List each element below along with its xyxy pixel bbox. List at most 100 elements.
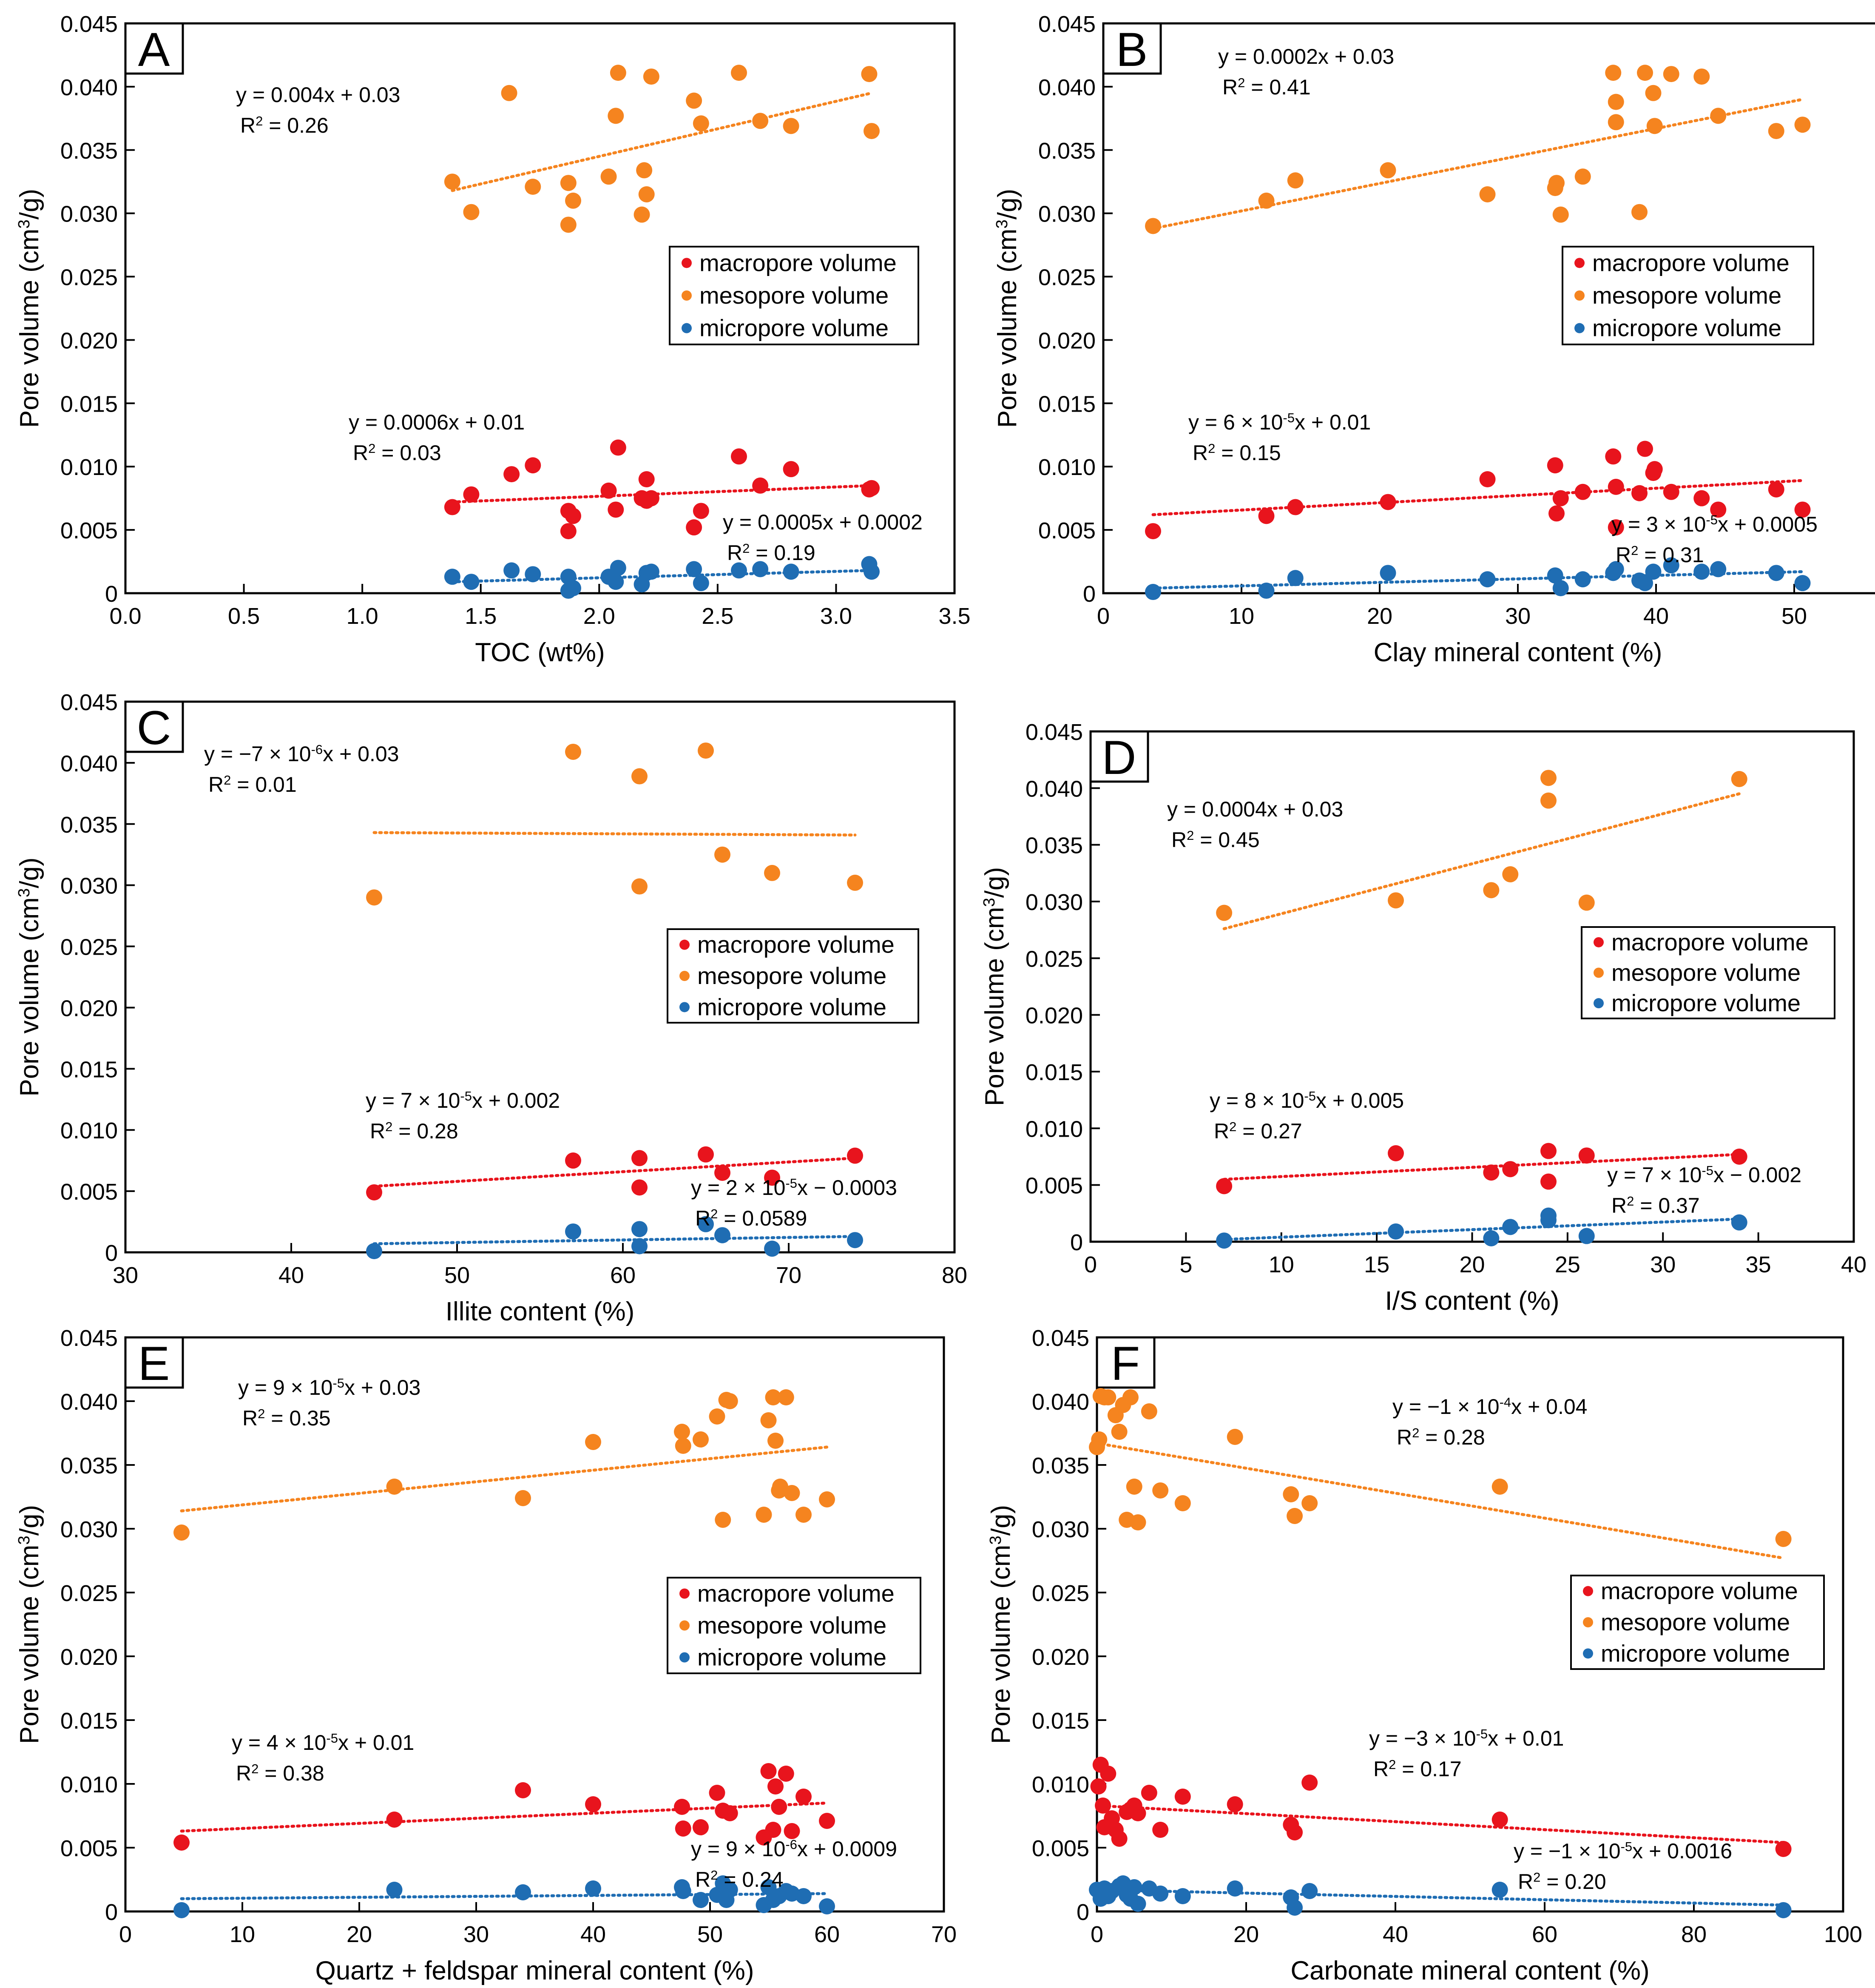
data-point: [686, 92, 702, 109]
trend-line: [1151, 98, 1804, 230]
x-tick-label: 1.5: [465, 603, 497, 629]
x-tick-label: 20: [1459, 1252, 1485, 1277]
r-squared-label: R2 = 0.28: [370, 1119, 458, 1143]
data-point: [752, 477, 769, 494]
legend: macropore volume mesopore volume micropore…: [667, 1577, 921, 1674]
data-point: [1540, 1207, 1557, 1224]
legend-label-macro: macropore volume: [1601, 1578, 1798, 1604]
data-point: [515, 1782, 531, 1798]
trend-line: [451, 484, 873, 504]
legend-label-micro: micropore volume: [1592, 315, 1781, 341]
trend-line: [1095, 1888, 1785, 1907]
data-point: [600, 168, 617, 185]
trend-equation: y = 7 × 10-5x − 0.002: [1607, 1163, 1801, 1187]
data-point: [1663, 483, 1679, 500]
panel-a: 0 0.005 0.010 0.015 0.020 0.025 0.030 0.035 0.04…: [15, 11, 971, 667]
x-tick-label: 0.5: [228, 603, 260, 629]
x-tick-label: 40: [1643, 603, 1669, 629]
data-point: [1794, 117, 1811, 133]
legend-marker-meso: [679, 971, 690, 981]
trend-equation: y = 0.0002x + 0.03: [1218, 45, 1394, 68]
series-micro: y = 9 × 10-6x + 0.0009 R2 = 0.24: [173, 1837, 897, 1918]
data-point: [1608, 519, 1624, 536]
data-point: [1548, 505, 1565, 522]
y-tick-label: 0.005: [60, 1836, 118, 1861]
series-micro: y = 3 × 10-5x + 0.0005 R2 = 0.31: [1145, 512, 1818, 600]
x-tick-label: 3.0: [820, 603, 852, 629]
legend-marker-macro: [679, 939, 690, 950]
x-tick-label: 2.0: [583, 603, 615, 629]
trend-equation: y = −1 × 10-5x + 0.0016: [1514, 1839, 1732, 1863]
series-macro: y = 8 × 10-5x + 0.005 R2 = 0.27: [1210, 1089, 1747, 1195]
data-point: [525, 457, 541, 474]
x-tick-label: 100: [1824, 1922, 1862, 1947]
data-point: [722, 1805, 738, 1821]
panel-d: 0 0.005 0.010 0.015 0.020 0.025 0.030 0.035 0.04…: [980, 720, 1867, 1316]
trend-equation: y = 9 × 10-6x + 0.0009: [691, 1837, 897, 1861]
data-point: [1608, 94, 1624, 110]
data-point: [1174, 1495, 1191, 1511]
data-point: [1258, 508, 1275, 524]
data-point: [634, 206, 650, 223]
trend-equation: y = −3 × 10-5x + 0.01: [1369, 1726, 1564, 1751]
data-point: [1731, 1149, 1747, 1165]
trend-equation: y = 8 × 10-5x + 0.005: [1210, 1089, 1404, 1113]
y-tick-label: 0.035: [60, 812, 118, 838]
data-point: [714, 1227, 730, 1243]
legend-marker-meso: [682, 290, 692, 301]
data-point: [698, 742, 714, 759]
data-point: [1578, 1228, 1595, 1244]
legend-marker-macro: [679, 1588, 690, 1599]
data-point: [778, 1766, 794, 1782]
trend-equation: y = 0.004x + 0.03: [236, 83, 400, 107]
legend-box: [667, 1577, 921, 1674]
legend-marker-meso: [1574, 290, 1585, 301]
x-tick-label: 20: [1233, 1922, 1259, 1947]
trend-line: [372, 831, 857, 837]
data-point: [767, 1433, 784, 1449]
y-tick-label: 0.045: [60, 690, 118, 715]
r-squared-label: R2 = 0.15: [1193, 441, 1281, 465]
legend-marker-meso: [1583, 1617, 1593, 1627]
y-tick-label: 0.020: [1026, 1003, 1083, 1029]
panel-label-box: [124, 1336, 184, 1389]
data-point: [1693, 68, 1710, 85]
data-point: [565, 743, 581, 760]
panel-label-box: [124, 700, 184, 753]
panel-c: 0 0.005 0.010 0.015 0.020 0.025 0.030 0.035 0.04…: [15, 690, 968, 1326]
y-tick-label: 0.035: [1032, 1453, 1089, 1479]
data-point: [1126, 1879, 1142, 1895]
y-tick-label: 0: [1077, 1900, 1089, 1925]
data-point: [1141, 1403, 1157, 1419]
data-point: [1775, 1902, 1792, 1918]
data-point: [1710, 501, 1727, 518]
x-axis-title: Quartz + feldspar mineral content (%): [315, 1956, 754, 1985]
data-point: [674, 1799, 690, 1815]
data-point: [752, 561, 769, 577]
x-tick-label: 40: [278, 1263, 304, 1288]
data-point: [698, 1216, 714, 1232]
data-point: [1130, 1896, 1146, 1912]
data-point: [1710, 108, 1727, 124]
y-tick-label: 0.010: [1032, 1772, 1089, 1797]
legend-marker-macro: [682, 258, 692, 268]
y-tick-label: 0.040: [1038, 75, 1096, 100]
data-point: [1301, 1883, 1318, 1899]
x-tick-label: 80: [942, 1263, 967, 1288]
data-point: [1578, 894, 1595, 911]
trend-line: [372, 1156, 857, 1188]
y-tick-label: 0.025: [60, 1581, 118, 1606]
y-tick-label: 0.035: [60, 1453, 118, 1479]
data-point: [386, 1882, 403, 1898]
data-point: [731, 65, 747, 81]
y-tick-label: 0.010: [60, 1118, 118, 1143]
trend-line: [180, 1445, 829, 1513]
panel-label-box: [1089, 730, 1149, 783]
r-squared-label: R2 = 0.17: [1373, 1757, 1462, 1781]
data-point: [1388, 1223, 1404, 1240]
r-squared-label: R2 = 0.27: [1214, 1119, 1302, 1143]
data-point: [565, 508, 581, 524]
legend-marker-micro: [682, 323, 692, 333]
legend-label-micro: micropore volume: [699, 315, 889, 341]
legend-box: [1570, 1575, 1825, 1670]
